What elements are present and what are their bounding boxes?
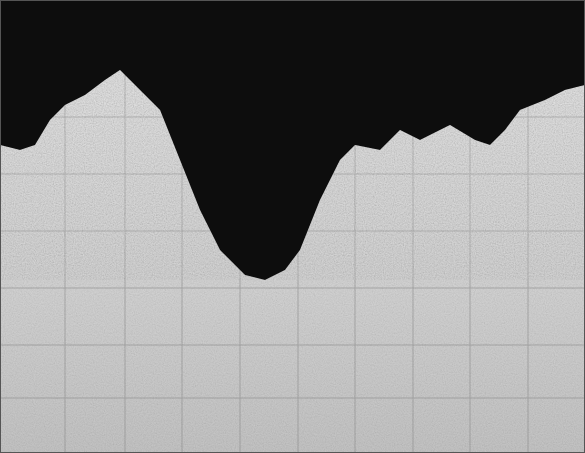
dark-region	[0, 0, 585, 280]
